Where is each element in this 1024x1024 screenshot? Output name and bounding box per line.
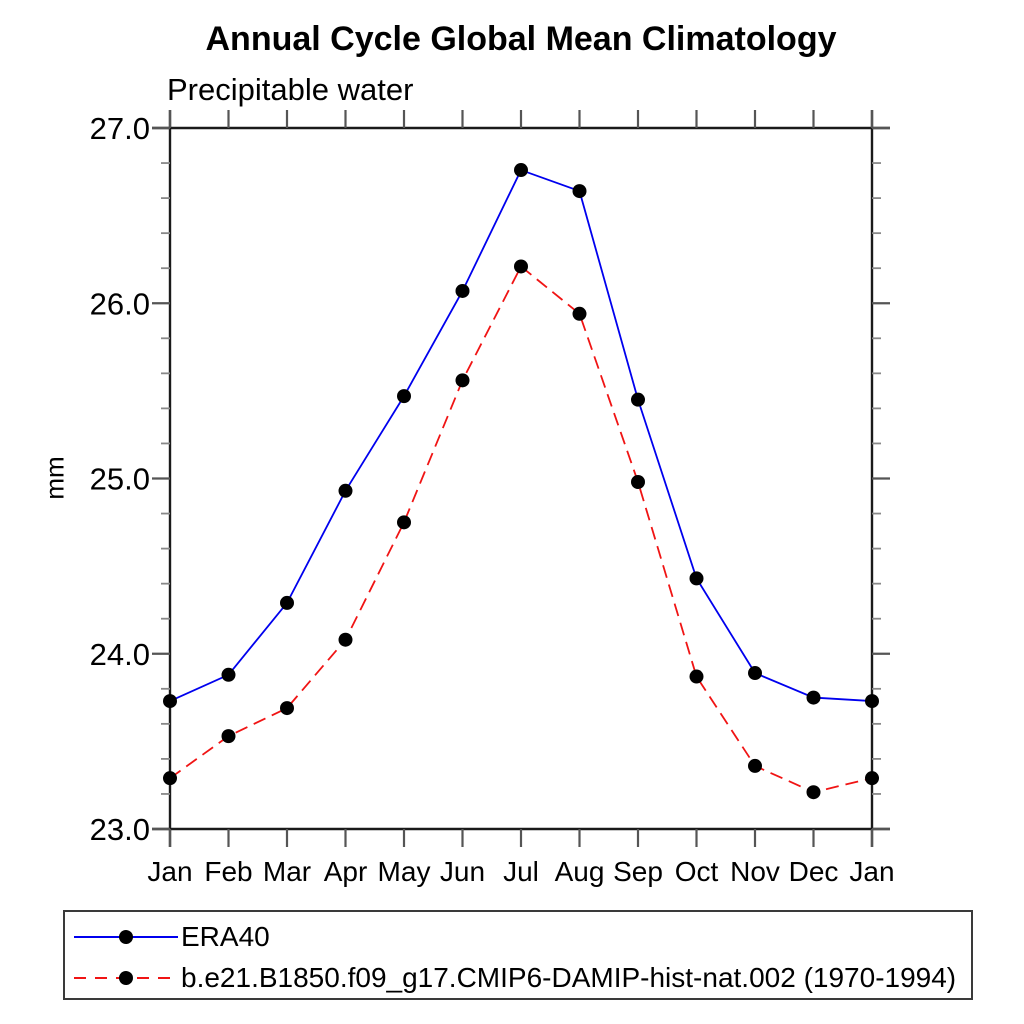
y-tick-label: 25.0 (90, 462, 150, 497)
series-line-1 (169, 265, 873, 794)
data-point-1-Sep (631, 475, 645, 490)
legend-box: ERA40 b.e21.B1850.f09_g17.CMIP6-DAMIP-hi… (63, 910, 973, 1000)
chart-title: Annual Cycle Global Mean Climatology (205, 20, 837, 58)
data-point-0-Dec (806, 690, 821, 705)
data-point-1-Jul (514, 259, 528, 274)
data-point-1-Apr (338, 632, 353, 647)
x-tick-label: Jan (147, 856, 192, 887)
data-point-1-Aug (572, 306, 587, 321)
data-point-0-Jul (514, 163, 528, 178)
legend-label-era40: ERA40 (181, 921, 270, 953)
data-point-1-Oct (689, 669, 704, 684)
x-tick-label: Mar (263, 856, 311, 887)
data-point-0-Oct (689, 571, 704, 586)
data-point-0-May (397, 389, 411, 404)
legend-marker-sample (119, 970, 133, 985)
data-point-0-Jan (865, 694, 879, 709)
x-tick-label: Jul (503, 856, 539, 887)
data-point-0-Aug (572, 184, 587, 199)
data-point-0-Jan (163, 694, 177, 709)
x-tick-label: Dec (789, 856, 839, 887)
data-point-0-Jun (455, 283, 470, 298)
data-point-1-Mar (280, 701, 294, 716)
legend-item-model: b.e21.B1850.f09_g17.CMIP6-DAMIP-hist-nat… (74, 958, 971, 999)
x-tick-label: Oct (675, 856, 719, 887)
legend-swatch-model (74, 970, 178, 985)
data-point-0-Mar (280, 595, 294, 610)
data-point-0-Feb (221, 667, 236, 682)
y-tick-label: 24.0 (90, 637, 150, 672)
data-point-1-Dec (806, 785, 821, 800)
chart-subtitle: Precipitable water (167, 72, 414, 107)
y-tick-label: 27.0 (90, 111, 150, 146)
legend-marker-sample (119, 930, 133, 945)
x-tick-label: Jan (849, 856, 894, 887)
series-line-0 (169, 168, 873, 702)
x-tick-label: Feb (204, 856, 252, 887)
data-point-0-Sep (631, 392, 645, 407)
x-tick-label: Apr (324, 856, 368, 887)
legend-item-era40: ERA40 (74, 917, 971, 958)
legend-swatch-era40 (74, 930, 178, 945)
data-point-1-Jun (455, 373, 470, 388)
x-tick-label: Aug (555, 856, 605, 887)
plot-area: 23.0 24.0 25.0 26.0 27.0 Jan Feb Mar Apr May Jun Ju… (90, 110, 895, 887)
legend-label-model: b.e21.B1850.f09_g17.CMIP6-DAMIP-hist-nat… (181, 961, 957, 993)
data-point-1-Feb (221, 729, 236, 744)
data-point-0-Apr (338, 483, 353, 498)
data-point-0-Nov (748, 666, 762, 681)
x-tick-label: Jun (440, 856, 485, 887)
data-point-1-Nov (748, 758, 762, 773)
data-point-1-Jan (163, 771, 177, 786)
x-tick-label: May (378, 856, 431, 887)
y-tick-label: 26.0 (90, 286, 150, 321)
data-point-1-May (397, 515, 411, 530)
data-point-1-Jan (865, 771, 879, 786)
x-tick-label: Sep (613, 856, 663, 887)
y-tick-label: 23.0 (90, 812, 150, 847)
x-tick-label: Nov (730, 856, 780, 887)
